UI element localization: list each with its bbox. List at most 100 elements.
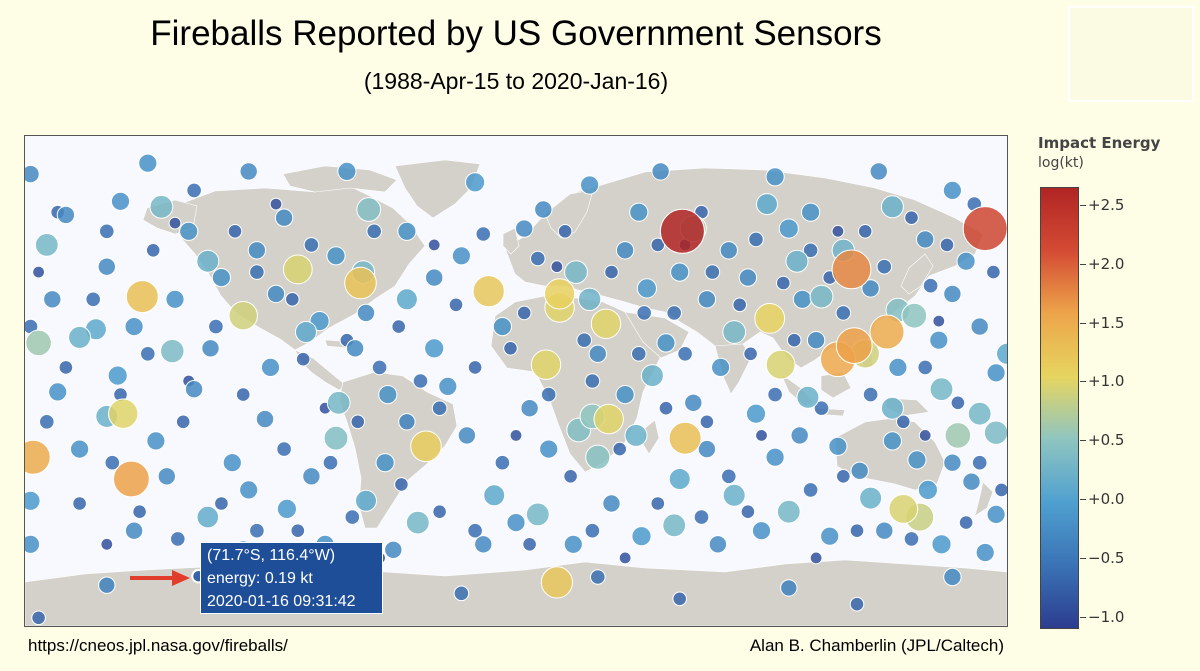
fireball-point[interactable] <box>475 226 492 242</box>
fireball-point[interactable] <box>196 505 220 529</box>
fireball-point[interactable] <box>790 426 809 445</box>
fireball-point[interactable] <box>869 162 888 181</box>
fireball-point[interactable] <box>668 468 691 490</box>
fireball-point[interactable] <box>943 567 962 587</box>
fireball-point[interactable] <box>384 540 403 559</box>
fireball-point[interactable] <box>869 314 905 350</box>
fireball-point[interactable] <box>457 426 477 445</box>
fireball-point[interactable] <box>584 522 601 539</box>
fireball-point[interactable] <box>184 380 204 399</box>
fireball-point[interactable] <box>38 414 55 430</box>
fireball-point[interactable] <box>888 357 908 377</box>
fireball-point[interactable] <box>34 233 59 257</box>
fireball-point[interactable] <box>719 241 738 260</box>
fireball-point[interactable] <box>85 291 101 308</box>
fireball-point[interactable] <box>740 504 756 520</box>
fireball-point[interactable] <box>743 346 758 362</box>
fireball-point[interactable] <box>918 429 932 442</box>
fireball-point[interactable] <box>509 429 523 442</box>
fireball-point[interactable] <box>98 576 116 594</box>
fireball-point[interactable] <box>530 250 546 267</box>
fireball-point[interactable] <box>160 338 185 364</box>
fireball-point[interactable] <box>907 450 927 470</box>
fireball-point[interactable] <box>929 377 954 402</box>
fireball-point[interactable] <box>344 509 361 525</box>
fireball-point[interactable] <box>239 162 258 181</box>
fireball-point[interactable] <box>168 216 182 230</box>
fireball-point[interactable] <box>931 534 952 555</box>
fireball-point[interactable] <box>755 429 768 442</box>
fireball-point[interactable] <box>684 393 703 412</box>
fireball-point[interactable] <box>986 363 1006 383</box>
fireball-point[interactable] <box>831 224 845 238</box>
fireball-point[interactable] <box>276 498 297 519</box>
fireball-point[interactable] <box>904 210 919 225</box>
fireball-point[interactable] <box>631 526 652 547</box>
fireball-point[interactable] <box>697 290 717 309</box>
fireball-point[interactable] <box>494 454 511 471</box>
fireball-point[interactable] <box>467 522 483 539</box>
fireball-point[interactable] <box>175 414 191 430</box>
fireball-point[interactable] <box>247 241 267 260</box>
fireball-point[interactable] <box>593 403 624 435</box>
fireball-point[interactable] <box>326 246 346 266</box>
fireball-point[interactable] <box>801 202 821 222</box>
fireball-point[interactable] <box>503 341 518 356</box>
fireball-point[interactable] <box>971 454 988 471</box>
fireball-point[interactable] <box>975 542 995 563</box>
fireball-point[interactable] <box>857 224 873 239</box>
fireball-point[interactable] <box>25 534 41 554</box>
fireball-point[interactable] <box>451 246 471 266</box>
fireball-point[interactable] <box>590 569 606 585</box>
fireball-point[interactable] <box>929 330 949 350</box>
fireball-point[interactable] <box>398 413 416 431</box>
fireball-point[interactable] <box>350 414 366 430</box>
world-map[interactable] <box>24 135 1008 627</box>
fireball-point[interactable] <box>640 364 664 388</box>
fireball-point[interactable] <box>290 523 306 539</box>
fireball-point[interactable] <box>303 237 320 253</box>
fireball-point[interactable] <box>932 314 946 328</box>
fireball-point[interactable] <box>520 399 539 418</box>
fireball-point[interactable] <box>888 494 919 524</box>
fireball-point[interactable] <box>711 357 731 377</box>
fireball-point[interactable] <box>113 460 150 498</box>
fireball-point[interactable] <box>658 400 674 416</box>
fireball-point[interactable] <box>967 401 992 426</box>
fireball-point[interactable] <box>917 479 939 500</box>
fireball-point[interactable] <box>530 349 562 380</box>
fireball-point[interactable] <box>465 172 486 193</box>
fireball-point[interactable] <box>70 439 90 459</box>
fireball-point[interactable] <box>850 461 869 480</box>
fireball-point[interactable] <box>58 360 74 375</box>
fireball-point[interactable] <box>201 339 220 358</box>
fireball-point[interactable] <box>72 496 87 511</box>
fireball-point[interactable] <box>356 303 376 323</box>
fireball-point[interactable] <box>285 292 300 307</box>
fireball-point[interactable] <box>756 193 778 216</box>
fireball-point[interactable] <box>618 551 632 565</box>
fireball-point[interactable] <box>849 596 865 612</box>
fireball-point[interactable] <box>410 430 442 463</box>
fireball-point[interactable] <box>585 444 611 470</box>
fireball-point[interactable] <box>901 302 928 329</box>
fireball-point[interactable] <box>157 467 177 486</box>
fireball-point[interactable] <box>149 194 174 219</box>
fireball-point[interactable] <box>32 265 46 279</box>
fireball-point[interactable] <box>748 231 764 248</box>
fireball-point[interactable] <box>295 321 317 343</box>
fireball-point[interactable] <box>323 425 349 451</box>
fireball-point[interactable] <box>677 346 693 362</box>
fireball-point[interactable] <box>721 468 737 485</box>
fireball-point[interactable] <box>986 264 1001 280</box>
fireball-point[interactable] <box>345 339 365 358</box>
fireball-point[interactable] <box>577 287 602 312</box>
fireball-point[interactable] <box>776 499 801 524</box>
fireball-point[interactable] <box>780 579 798 597</box>
fireball-point[interactable] <box>751 521 772 541</box>
fireball-point[interactable] <box>776 275 791 291</box>
fireball-point[interactable] <box>356 197 382 222</box>
fireball-point[interactable] <box>693 509 710 525</box>
fireball-point[interactable] <box>732 297 748 313</box>
fireball-point[interactable] <box>983 420 1007 445</box>
